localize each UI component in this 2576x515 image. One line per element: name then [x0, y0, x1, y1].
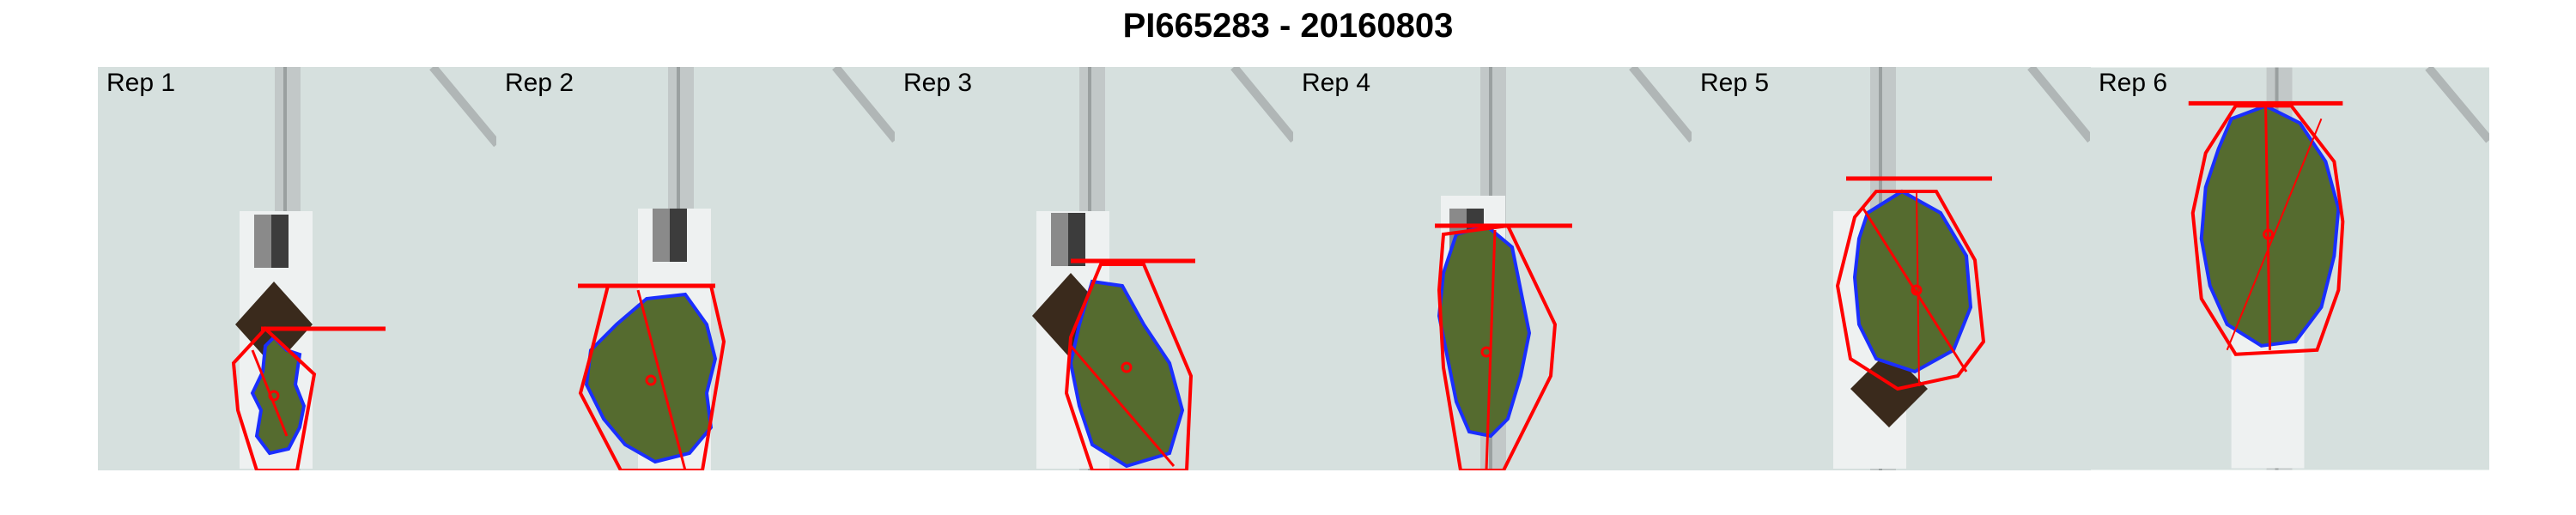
image-strip: Rep 1 Rep 2 — [98, 67, 2490, 470]
panel-label: Rep 4 — [1302, 69, 1371, 97]
panel-rep-5: Rep 5 — [1692, 67, 2091, 470]
figure-title: PI665283 - 20160803 — [1122, 7, 1454, 45]
panel-rep-2: Rep 2 — [496, 67, 896, 470]
panel-rep-3: Rep 3 — [895, 67, 1294, 470]
panel-rep-1: Rep 1 — [98, 67, 497, 470]
panel-label: Rep 1 — [106, 69, 176, 97]
panel-label: Rep 3 — [903, 69, 973, 97]
panel-rep-4: Rep 4 — [1293, 67, 1692, 470]
panel-label: Rep 6 — [2099, 69, 2168, 97]
plant-photo — [2090, 67, 2489, 470]
panel-label: Rep 2 — [505, 69, 574, 97]
plant-photo — [98, 67, 497, 470]
plant-photo — [1692, 67, 2091, 470]
plant-photo — [1293, 67, 1692, 470]
panel-rep-6: Rep 6 — [2090, 67, 2489, 470]
plant-photo — [895, 67, 1294, 470]
plant-photo — [496, 67, 896, 470]
panel-label: Rep 5 — [1700, 69, 1770, 97]
